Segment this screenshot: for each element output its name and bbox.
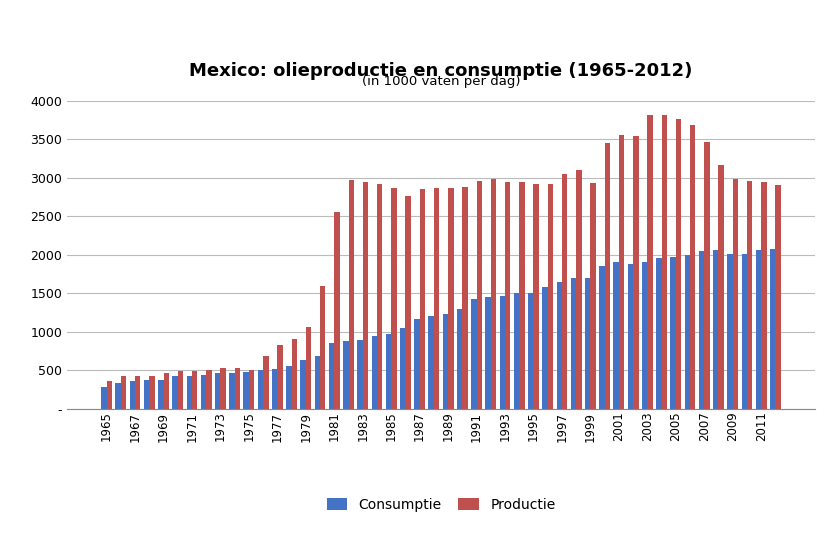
Bar xyxy=(186,376,192,409)
Bar xyxy=(101,388,107,409)
Bar xyxy=(476,181,482,409)
Bar xyxy=(406,196,411,409)
Bar xyxy=(420,189,425,409)
Bar xyxy=(500,296,505,409)
Bar xyxy=(129,381,135,409)
Bar xyxy=(301,360,306,409)
Bar xyxy=(585,278,591,409)
Bar xyxy=(548,184,553,409)
Bar xyxy=(462,187,468,409)
Bar xyxy=(676,119,681,409)
Bar xyxy=(633,136,638,409)
Bar xyxy=(599,267,605,409)
Bar xyxy=(690,125,696,409)
Bar xyxy=(258,370,263,409)
Title: Mexico: olieproductie en consumptie (1965-2012): Mexico: olieproductie en consumptie (196… xyxy=(189,62,693,80)
Bar xyxy=(713,250,718,409)
Bar xyxy=(613,263,619,409)
Bar xyxy=(761,181,767,409)
Bar xyxy=(514,293,519,409)
Bar xyxy=(201,375,206,409)
Bar xyxy=(272,368,277,409)
Bar xyxy=(562,174,567,409)
Bar xyxy=(206,370,212,409)
Bar xyxy=(428,316,434,409)
Bar xyxy=(605,143,610,409)
Bar xyxy=(557,282,562,409)
Bar xyxy=(443,314,448,409)
Bar xyxy=(699,251,704,409)
Bar xyxy=(244,372,249,409)
Bar xyxy=(386,334,391,409)
Bar xyxy=(627,264,633,409)
Bar xyxy=(277,345,283,409)
Bar xyxy=(704,142,710,409)
Bar xyxy=(656,258,662,409)
Bar xyxy=(263,357,269,409)
Bar xyxy=(528,292,533,409)
Bar xyxy=(172,376,178,409)
Bar xyxy=(135,376,140,409)
Bar xyxy=(491,179,496,409)
Bar xyxy=(343,341,349,409)
Bar xyxy=(220,368,226,409)
Bar xyxy=(334,212,339,409)
Bar xyxy=(391,188,396,409)
Text: (in 1000 vaten per dag): (in 1000 vaten per dag) xyxy=(362,76,520,88)
Bar xyxy=(349,180,354,409)
Bar xyxy=(249,370,255,409)
Bar xyxy=(486,297,491,409)
Bar xyxy=(371,335,377,409)
Bar xyxy=(414,319,420,409)
Bar xyxy=(642,263,648,409)
Bar xyxy=(215,374,220,409)
Bar xyxy=(619,134,624,409)
Legend: Consumptie, Productie: Consumptie, Productie xyxy=(319,491,563,519)
Bar xyxy=(229,372,234,409)
Bar xyxy=(434,188,439,409)
Bar xyxy=(519,183,525,409)
Bar xyxy=(178,371,183,409)
Bar xyxy=(400,328,406,409)
Bar xyxy=(742,254,747,409)
Bar xyxy=(164,374,169,409)
Bar xyxy=(377,184,382,409)
Bar xyxy=(115,382,121,409)
Bar xyxy=(363,181,368,409)
Bar xyxy=(648,115,653,409)
Bar xyxy=(718,166,724,409)
Bar xyxy=(727,254,732,409)
Bar xyxy=(107,381,112,409)
Bar xyxy=(471,300,476,409)
Bar xyxy=(234,368,240,409)
Bar xyxy=(685,255,690,409)
Bar xyxy=(192,371,197,409)
Bar xyxy=(448,188,454,409)
Bar xyxy=(756,250,761,409)
Bar xyxy=(320,286,325,409)
Bar xyxy=(570,278,576,409)
Bar xyxy=(662,115,667,409)
Bar xyxy=(533,184,539,409)
Bar xyxy=(306,327,312,409)
Bar xyxy=(747,181,753,409)
Bar xyxy=(329,343,334,409)
Bar xyxy=(150,376,155,409)
Bar xyxy=(144,380,150,409)
Bar xyxy=(591,183,596,409)
Bar xyxy=(770,249,775,409)
Bar xyxy=(315,357,320,409)
Bar xyxy=(576,170,581,409)
Bar xyxy=(670,257,676,409)
Bar xyxy=(457,309,462,409)
Bar xyxy=(158,380,164,409)
Bar xyxy=(357,340,363,409)
Bar xyxy=(732,179,738,409)
Bar xyxy=(775,185,781,409)
Bar xyxy=(291,339,297,409)
Bar xyxy=(543,287,548,409)
Bar xyxy=(121,376,126,409)
Bar xyxy=(505,181,511,409)
Bar xyxy=(286,366,291,409)
